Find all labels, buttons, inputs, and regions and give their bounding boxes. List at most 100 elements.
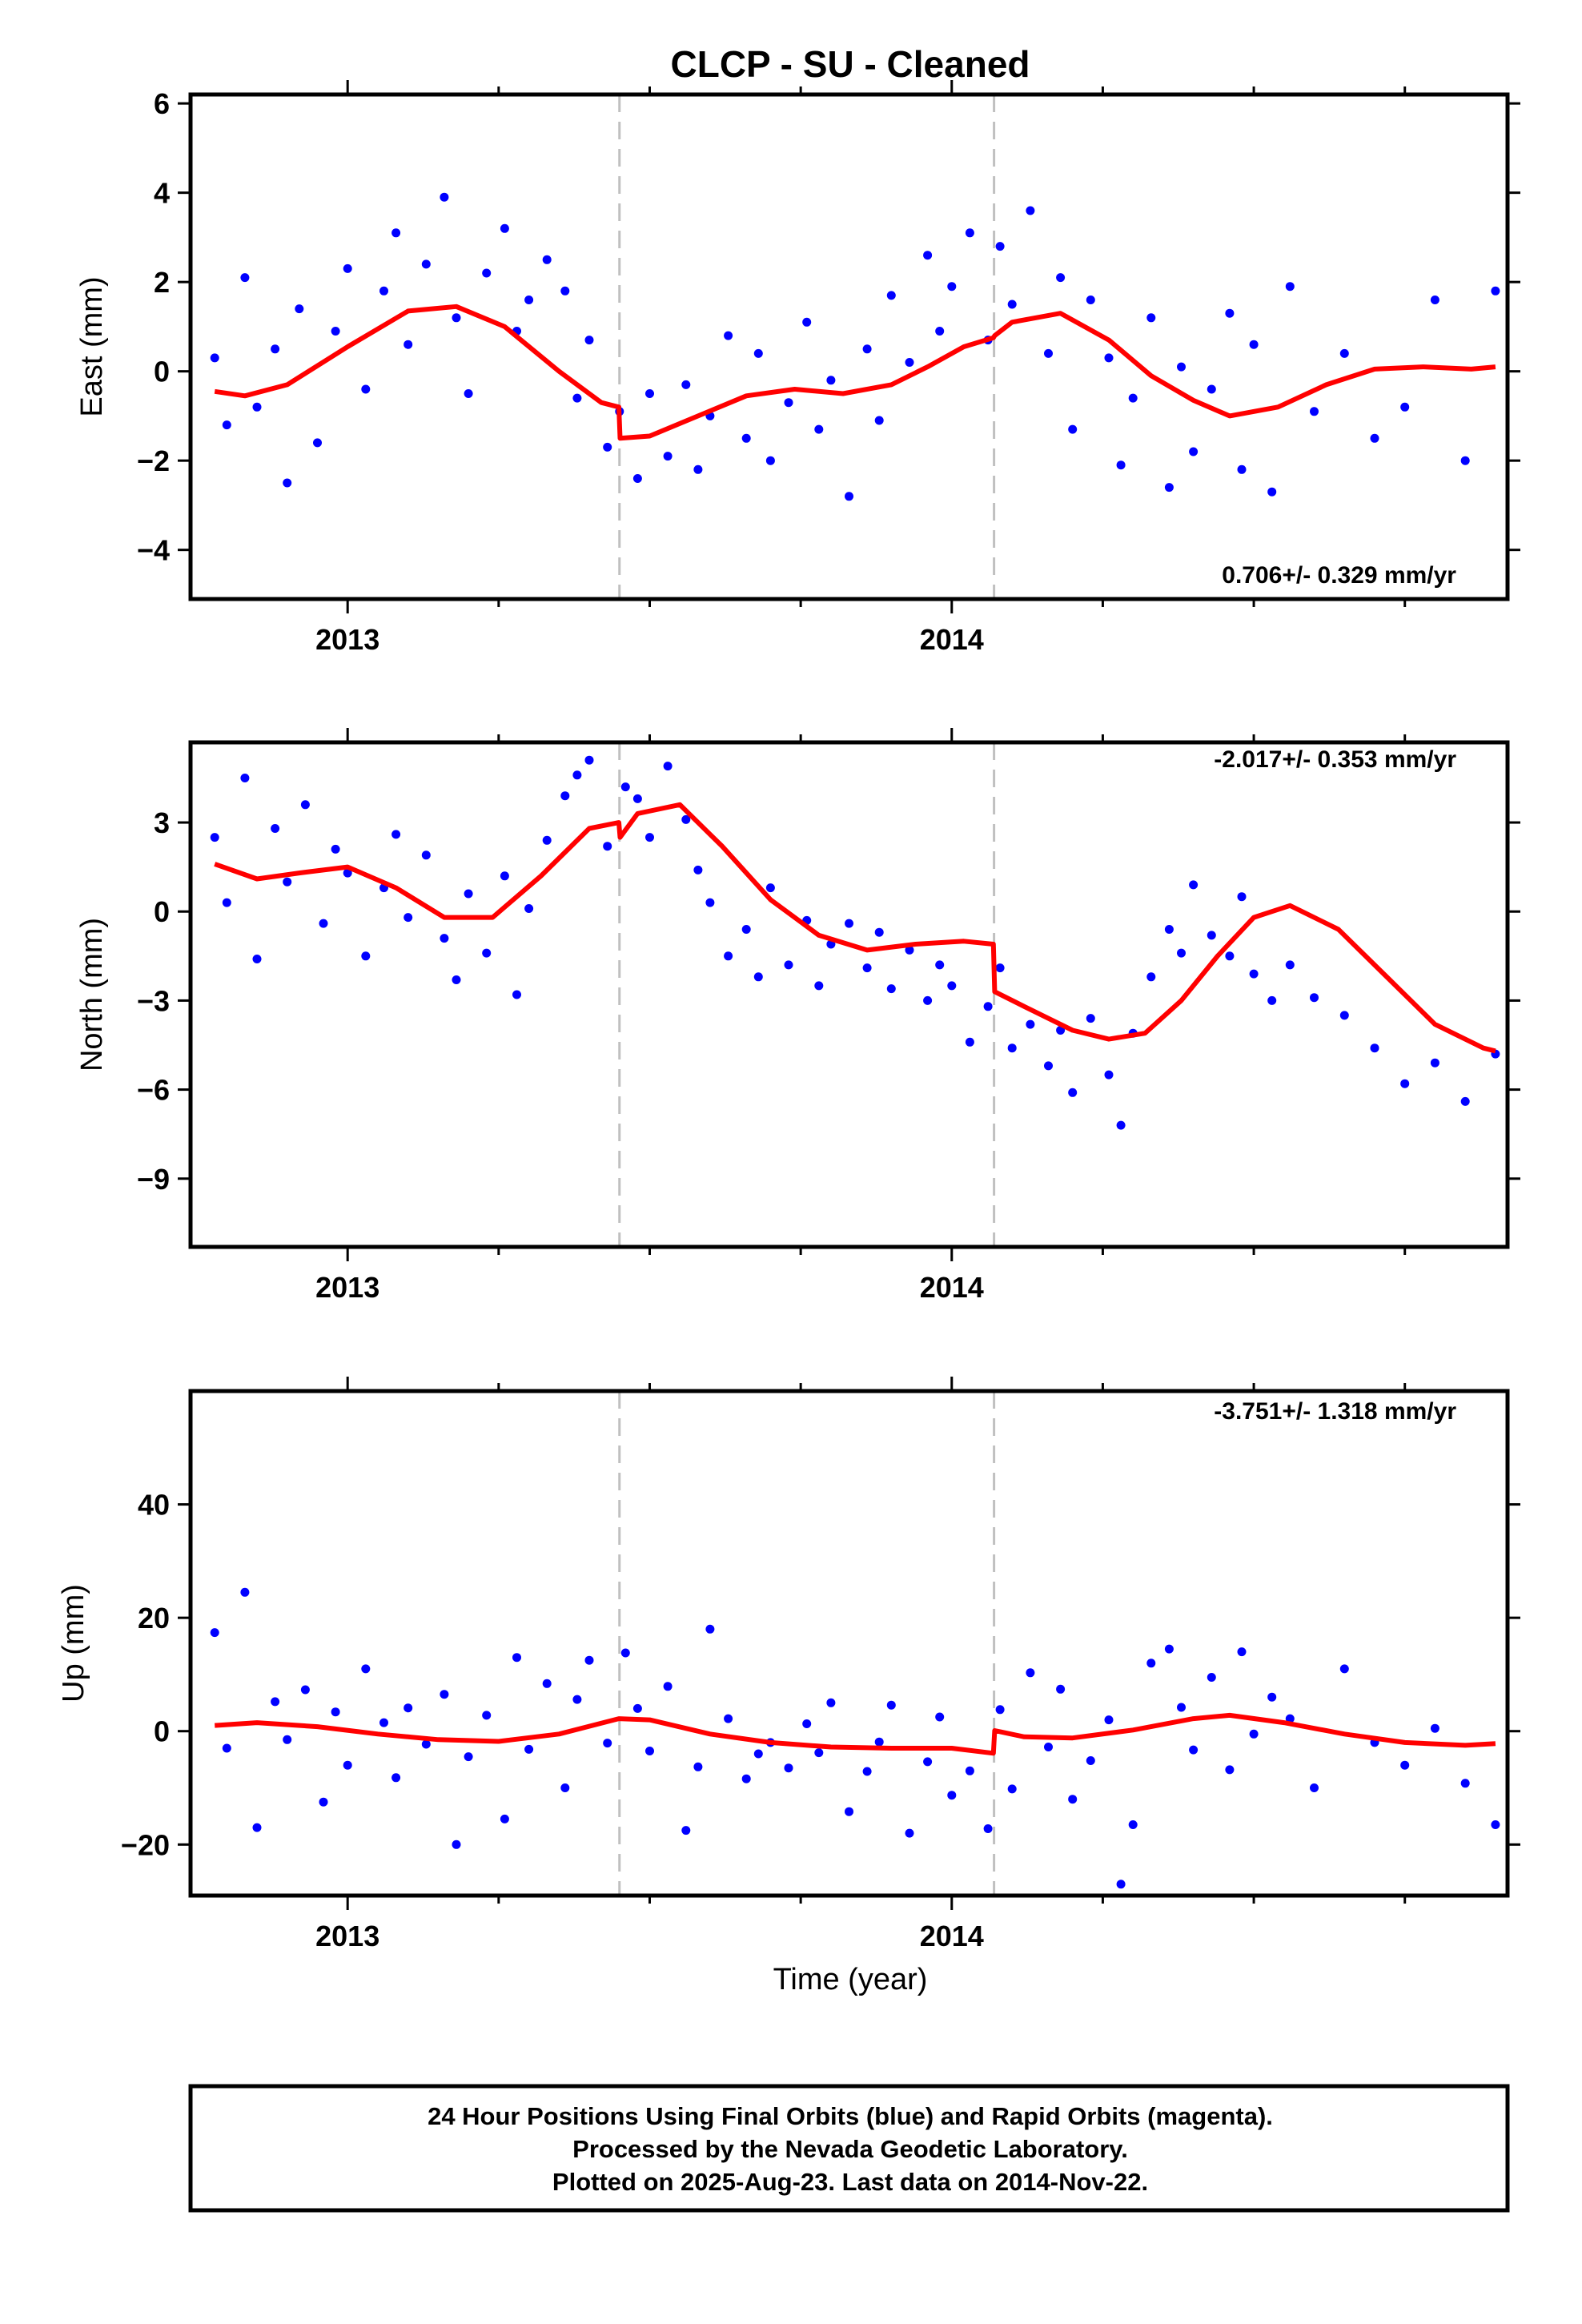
y-tick-label: 0 [154,895,170,928]
data-point [705,898,715,907]
data-point [1430,296,1439,304]
data-point [222,898,231,907]
data-point [874,416,884,425]
data-point [1237,1647,1247,1657]
data-point [802,1719,812,1728]
data-point [391,830,401,839]
chart-title: CLCP - SU - Cleaned [671,43,1030,85]
data-point [1104,353,1114,363]
data-point [584,336,594,345]
data-point [313,438,322,448]
data-point [222,1743,231,1753]
footer-line-1: 24 Hour Positions Using Final Orbits (bl… [428,2102,1273,2130]
data-point [826,376,836,385]
data-point [440,1690,449,1699]
data-point [705,1624,715,1634]
data-point [693,464,703,474]
x-tick-label: 2013 [315,1920,379,1952]
data-point [283,1735,292,1744]
data-point [1056,1684,1066,1694]
data-point [500,1814,509,1823]
data-point [361,384,371,394]
data-point [935,1712,945,1722]
data-point [1026,206,1035,215]
data-point [440,934,449,943]
data-point [1249,969,1259,979]
data-point [1249,340,1259,349]
data-point [1207,931,1216,940]
data-point [1460,456,1470,465]
footer-line-2: Processed by the Nevada Geodetic Laborat… [572,2135,1128,2163]
data-point [1310,407,1319,416]
data-point [923,1757,933,1767]
data-point [663,1682,673,1691]
data-point [524,904,534,913]
data-point [620,782,630,792]
data-point [1267,1692,1277,1702]
data-point [1026,1668,1035,1678]
x-tick-label: 2013 [315,623,379,656]
data-point [404,1703,413,1713]
data-point [1310,1783,1319,1792]
data-point [923,251,933,260]
y-tick-label: 20 [138,1602,170,1634]
data-point [1339,1011,1349,1020]
data-point [452,975,461,984]
data-point [421,1739,431,1749]
data-point [343,263,352,273]
data-point [645,389,654,398]
data-point [524,296,534,304]
data-point [482,948,492,958]
y-tick-label: −2 [137,444,170,477]
data-point [252,1823,262,1832]
data-point [845,919,853,928]
data-point [965,228,974,238]
y-tick-label: 0 [154,1715,170,1748]
data-point [947,981,957,991]
data-point [1086,296,1095,304]
data-point [741,1774,751,1783]
data-point [464,1752,473,1762]
y-axis-label: East (mm) [75,276,109,416]
data-point [500,871,509,881]
data-point [1007,300,1017,309]
data-point [482,1711,492,1720]
data-point [421,259,431,269]
data-point [814,981,824,991]
data-point [1430,1723,1439,1733]
data-point [1285,1714,1295,1723]
y-tick-label: 40 [138,1489,170,1522]
data-point [1370,1043,1379,1053]
data-point [271,344,280,354]
data-point [1267,487,1277,497]
data-point [905,1828,914,1838]
data-point [584,755,594,765]
data-point [1370,433,1379,443]
data-point [724,331,733,340]
data-point [874,927,884,937]
data-point [331,1707,340,1717]
data-point [1207,1673,1216,1682]
data-point [681,814,691,824]
x-tick-label: 2014 [920,1271,984,1304]
data-point [252,955,262,963]
data-point [1189,1745,1199,1755]
data-point [724,951,733,961]
data-point [1430,1058,1439,1068]
data-point [1146,313,1156,323]
model-fit-line [214,304,1496,441]
data-point [1460,1779,1470,1788]
x-axis-label: Time (year) [773,1963,928,1996]
data-point [1237,464,1247,474]
data-point [886,291,896,300]
data-point [663,452,673,461]
data-point [542,1679,552,1688]
data-point [905,945,914,955]
data-point [1339,1664,1349,1674]
data-point [1177,362,1186,372]
data-point [693,865,703,875]
data-point [995,242,1005,251]
data-point [983,1002,993,1011]
data-point [464,389,473,398]
